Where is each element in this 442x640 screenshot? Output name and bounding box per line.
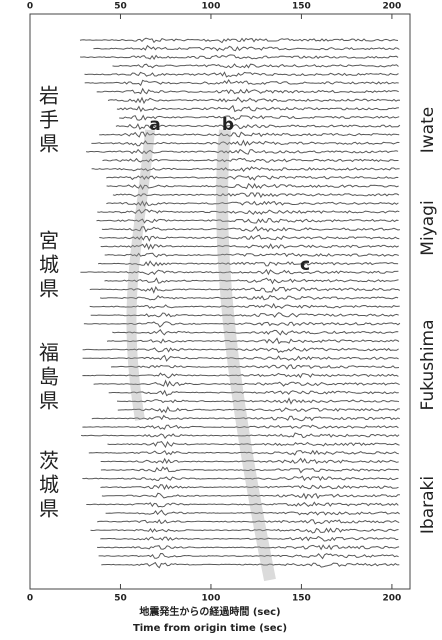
waveform-trace — [108, 98, 400, 103]
x-tick-label-top: 150 — [292, 2, 311, 12]
x-tick-label: 150 — [292, 594, 311, 604]
waveform-trace — [107, 184, 399, 189]
waveform-trace — [80, 270, 398, 275]
phase-label: b — [222, 115, 234, 135]
x-axis-title: Time from origin time (sec) — [133, 623, 287, 634]
waveform-trace — [101, 563, 399, 568]
waveform-trace — [80, 55, 398, 59]
waveform-trace — [86, 150, 398, 155]
phase-label: a — [149, 115, 160, 135]
waveform-trace — [113, 64, 399, 68]
waveform-trace — [99, 554, 399, 559]
waveform-trace — [112, 330, 398, 335]
waveform-traces — [80, 38, 400, 580]
waveform-trace — [99, 235, 399, 240]
waveform-trace — [100, 537, 398, 542]
waveform-trace — [109, 391, 399, 396]
waveform-trace — [113, 193, 399, 197]
x-tick-label-top: 200 — [383, 2, 402, 12]
x-tick-label-top: 100 — [202, 2, 221, 12]
waveform-trace — [106, 201, 398, 205]
waveform-trace — [117, 399, 399, 404]
waveform-trace — [93, 46, 399, 51]
x-tick-label: 0 — [27, 594, 33, 604]
waveform-trace — [91, 313, 399, 317]
x-tick-label: 200 — [383, 594, 402, 604]
waveform-trace — [102, 227, 400, 232]
waveform-trace — [86, 502, 398, 507]
waveform-trace — [108, 442, 400, 448]
waveform-trace — [97, 545, 399, 549]
x-tick-label-top: 50 — [114, 2, 127, 12]
waveform-trace — [91, 141, 399, 146]
waveform-trace — [91, 528, 399, 533]
waveform-trace — [82, 476, 398, 480]
prefecture-ja: 宮城県 — [36, 230, 60, 302]
waveform-trace — [85, 80, 399, 85]
waveform-trace — [97, 89, 399, 94]
waveform-trace — [111, 365, 399, 369]
x-tick-label: 50 — [114, 594, 127, 604]
waveform-trace — [98, 261, 398, 266]
phase-label: c — [300, 255, 310, 275]
chart: a b c 岩手県 宮城県 福島県 茨城県 Iwate Miyagi Fukus… — [0, 0, 442, 640]
waveform-trace — [118, 407, 400, 412]
x-axis-title: 地震発生からの経過時間 (sec) — [139, 605, 280, 618]
waveform-trace — [99, 132, 399, 137]
waveform-trace — [92, 167, 400, 171]
waveform-trace — [80, 38, 398, 42]
prefecture-en: Fukushima — [418, 319, 438, 410]
waveform-trace — [105, 278, 399, 283]
waveform-trace — [119, 116, 399, 121]
x-tick-label-top: 0 — [27, 2, 33, 12]
waveform-trace — [101, 244, 399, 249]
prefecture-en: Iwate — [418, 107, 438, 153]
waveform-trace — [106, 176, 398, 180]
prefecture-en: Miyagi — [418, 200, 438, 255]
prefecture-ja: 福島県 — [36, 342, 60, 414]
waveform-trace — [105, 253, 399, 257]
prefecture-en: Ibaraki — [418, 476, 438, 534]
prefecture-ja: 茨城県 — [36, 450, 60, 522]
waveform-trace — [100, 296, 398, 300]
waveform-trace — [97, 520, 399, 524]
phase-band — [131, 130, 150, 420]
waveform-trace — [117, 106, 399, 112]
x-tick-label: 100 — [202, 594, 221, 604]
waveform-trace — [107, 338, 399, 343]
waveform-trace — [85, 72, 399, 77]
prefecture-ja: 岩手県 — [36, 85, 60, 157]
